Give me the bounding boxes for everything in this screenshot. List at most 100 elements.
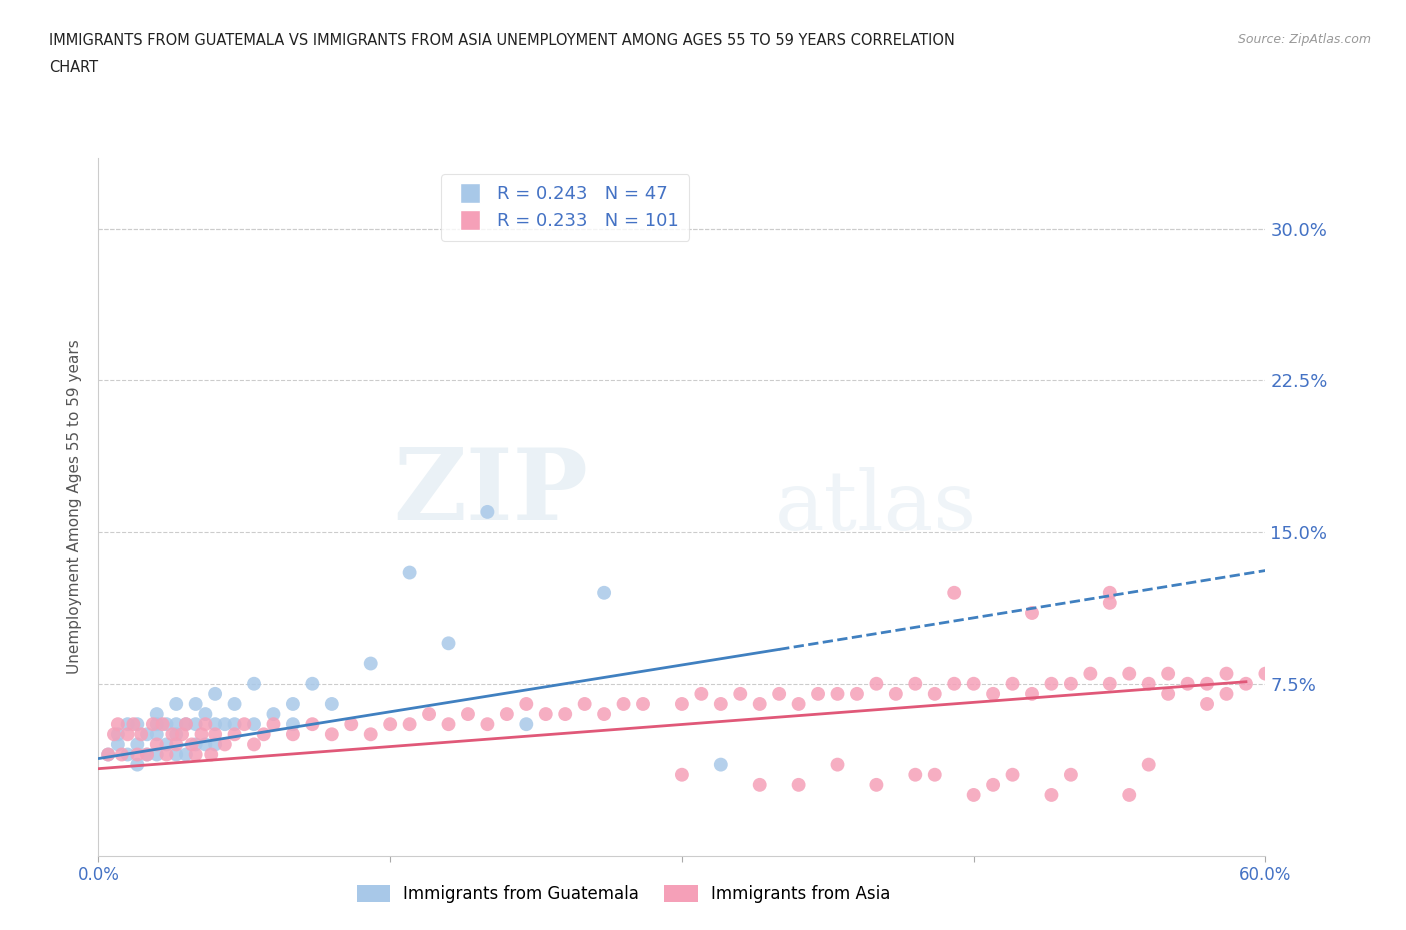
Point bbox=[1021, 686, 1043, 701]
Point bbox=[136, 727, 159, 742]
Point bbox=[301, 717, 323, 732]
Point bbox=[174, 717, 197, 732]
Point bbox=[457, 707, 479, 722]
Point bbox=[574, 697, 596, 711]
Point bbox=[165, 747, 187, 762]
Point bbox=[184, 737, 207, 751]
Point bbox=[981, 686, 1004, 701]
Point bbox=[174, 717, 197, 732]
Point bbox=[1060, 676, 1083, 691]
Point bbox=[162, 727, 184, 742]
Point bbox=[107, 727, 129, 742]
Point bbox=[97, 747, 120, 762]
Point bbox=[1157, 686, 1180, 701]
Point bbox=[155, 717, 177, 732]
Point bbox=[136, 747, 159, 762]
Point bbox=[321, 727, 343, 742]
Point bbox=[224, 717, 246, 732]
Point bbox=[1215, 666, 1237, 681]
Point bbox=[174, 747, 197, 762]
Point bbox=[214, 717, 236, 732]
Point bbox=[194, 717, 217, 732]
Point bbox=[1040, 788, 1063, 803]
Point bbox=[748, 697, 770, 711]
Point bbox=[1060, 767, 1083, 782]
Point bbox=[515, 717, 537, 732]
Text: IMMIGRANTS FROM GUATEMALA VS IMMIGRANTS FROM ASIA UNEMPLOYMENT AMONG AGES 55 TO : IMMIGRANTS FROM GUATEMALA VS IMMIGRANTS … bbox=[49, 33, 955, 47]
Point bbox=[418, 707, 440, 722]
Point bbox=[1195, 697, 1218, 711]
Point bbox=[136, 747, 159, 762]
Point bbox=[117, 727, 139, 742]
Point bbox=[437, 636, 460, 651]
Point bbox=[204, 737, 226, 751]
Point bbox=[204, 686, 226, 701]
Point bbox=[1098, 676, 1121, 691]
Point bbox=[243, 717, 266, 732]
Point bbox=[152, 717, 174, 732]
Point bbox=[184, 717, 207, 732]
Point bbox=[884, 686, 907, 701]
Point bbox=[233, 717, 256, 732]
Point bbox=[190, 727, 212, 742]
Point bbox=[97, 747, 120, 762]
Point bbox=[360, 727, 382, 742]
Point bbox=[671, 697, 693, 711]
Point bbox=[180, 737, 202, 751]
Point bbox=[943, 585, 966, 600]
Point bbox=[924, 767, 946, 782]
Point bbox=[103, 727, 125, 742]
Point bbox=[1137, 676, 1160, 691]
Point bbox=[690, 686, 713, 701]
Legend: Immigrants from Guatemala, Immigrants from Asia: Immigrants from Guatemala, Immigrants fr… bbox=[350, 879, 897, 910]
Point bbox=[165, 737, 187, 751]
Point bbox=[730, 686, 752, 701]
Text: CHART: CHART bbox=[49, 60, 98, 75]
Point bbox=[710, 757, 733, 772]
Point bbox=[184, 697, 207, 711]
Point bbox=[1177, 676, 1199, 691]
Point bbox=[671, 767, 693, 782]
Point bbox=[127, 757, 149, 772]
Point bbox=[1157, 666, 1180, 681]
Point bbox=[554, 707, 576, 722]
Point bbox=[184, 747, 207, 762]
Point bbox=[321, 697, 343, 711]
Point bbox=[111, 747, 134, 762]
Point bbox=[1098, 595, 1121, 610]
Point bbox=[243, 676, 266, 691]
Point bbox=[827, 757, 849, 772]
Point bbox=[495, 707, 517, 722]
Point bbox=[340, 717, 363, 732]
Point bbox=[1040, 676, 1063, 691]
Point bbox=[787, 777, 810, 792]
Point bbox=[360, 656, 382, 671]
Point bbox=[593, 707, 616, 722]
Point bbox=[224, 697, 246, 711]
Point bbox=[204, 727, 226, 742]
Point bbox=[224, 727, 246, 742]
Point bbox=[904, 767, 927, 782]
Point bbox=[1001, 767, 1024, 782]
Point bbox=[253, 727, 276, 742]
Point bbox=[631, 697, 654, 711]
Text: ZIP: ZIP bbox=[394, 445, 589, 541]
Point bbox=[1021, 605, 1043, 620]
Point bbox=[146, 727, 169, 742]
Point bbox=[904, 676, 927, 691]
Point bbox=[981, 777, 1004, 792]
Y-axis label: Unemployment Among Ages 55 to 59 years: Unemployment Among Ages 55 to 59 years bbox=[67, 339, 83, 674]
Point bbox=[146, 707, 169, 722]
Point bbox=[165, 717, 187, 732]
Point bbox=[204, 717, 226, 732]
Point bbox=[962, 788, 984, 803]
Point bbox=[787, 697, 810, 711]
Point bbox=[515, 697, 537, 711]
Point bbox=[262, 717, 284, 732]
Point bbox=[200, 747, 222, 762]
Point bbox=[194, 737, 217, 751]
Point bbox=[155, 737, 177, 751]
Point bbox=[943, 676, 966, 691]
Point bbox=[846, 686, 869, 701]
Point bbox=[593, 585, 616, 600]
